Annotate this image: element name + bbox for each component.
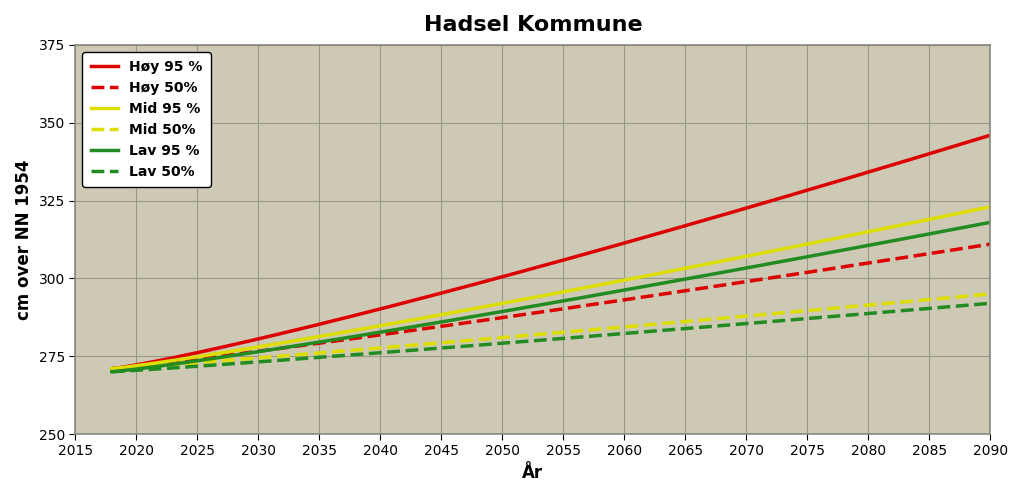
Legend: Høy 95 %, Høy 50%, Mid 95 %, Mid 50%, Lav 95 %, Lav 50%: Høy 95 %, Høy 50%, Mid 95 %, Mid 50%, La… (82, 52, 211, 187)
Lav 95 % (984, 219, 996, 225)
Lav 50% (964, 302, 976, 308)
Høy 50% (581, 302, 593, 308)
Høy 95 % (523, 266, 535, 272)
Høy 95 % (581, 250, 593, 256)
Y-axis label: cm over NN 1954: cm over NN 1954 (15, 159, 33, 320)
Mid 50% (964, 293, 976, 299)
Lav 95 % (523, 304, 535, 310)
Lav 50% (523, 338, 535, 344)
X-axis label: År: År (523, 464, 543, 482)
Lav 95 % (581, 294, 593, 300)
Mid 95 % (984, 204, 996, 210)
Line: Mid 50%: Mid 50% (112, 294, 990, 369)
Høy 50% (528, 310, 540, 316)
Line: Høy 50%: Høy 50% (112, 244, 990, 369)
Mid 95 % (105, 366, 118, 372)
Line: Lav 50%: Lav 50% (112, 303, 990, 372)
Høy 50% (826, 265, 838, 271)
Mid 95 % (964, 208, 976, 214)
Lav 50% (528, 338, 540, 344)
Mid 95 % (581, 284, 593, 290)
Mid 50% (581, 327, 593, 333)
Lav 95 % (964, 223, 976, 229)
Høy 50% (105, 366, 118, 372)
Lav 95 % (628, 285, 640, 291)
Line: Lav 95 %: Lav 95 % (112, 222, 990, 372)
Lav 50% (105, 369, 118, 375)
Mid 50% (826, 305, 838, 311)
Line: Høy 95 %: Høy 95 % (112, 135, 990, 369)
Mid 95 % (523, 295, 535, 301)
Mid 50% (528, 332, 540, 338)
Mid 50% (984, 291, 996, 297)
Høy 50% (523, 311, 535, 317)
Høy 95 % (528, 265, 540, 271)
Høy 95 % (984, 132, 996, 138)
Lav 50% (984, 300, 996, 306)
Mid 50% (523, 332, 535, 338)
Lav 95 % (528, 303, 540, 309)
Høy 95 % (628, 237, 640, 243)
Lav 50% (581, 333, 593, 339)
Høy 50% (984, 241, 996, 247)
Høy 50% (964, 245, 976, 250)
Høy 95 % (105, 366, 118, 372)
Lav 50% (826, 314, 838, 320)
Lav 95 % (105, 369, 118, 375)
Høy 95 % (964, 139, 976, 145)
Mid 50% (628, 323, 640, 329)
Mid 95 % (528, 294, 540, 300)
Høy 50% (628, 295, 640, 301)
Title: Hadsel Kommune: Hadsel Kommune (424, 15, 642, 35)
Line: Mid 95 %: Mid 95 % (112, 207, 990, 369)
Mid 95 % (628, 275, 640, 281)
Lav 50% (628, 330, 640, 335)
Mid 95 % (826, 236, 838, 242)
Lav 95 % (826, 249, 838, 255)
Høy 95 % (826, 180, 838, 186)
Mid 50% (105, 366, 118, 372)
